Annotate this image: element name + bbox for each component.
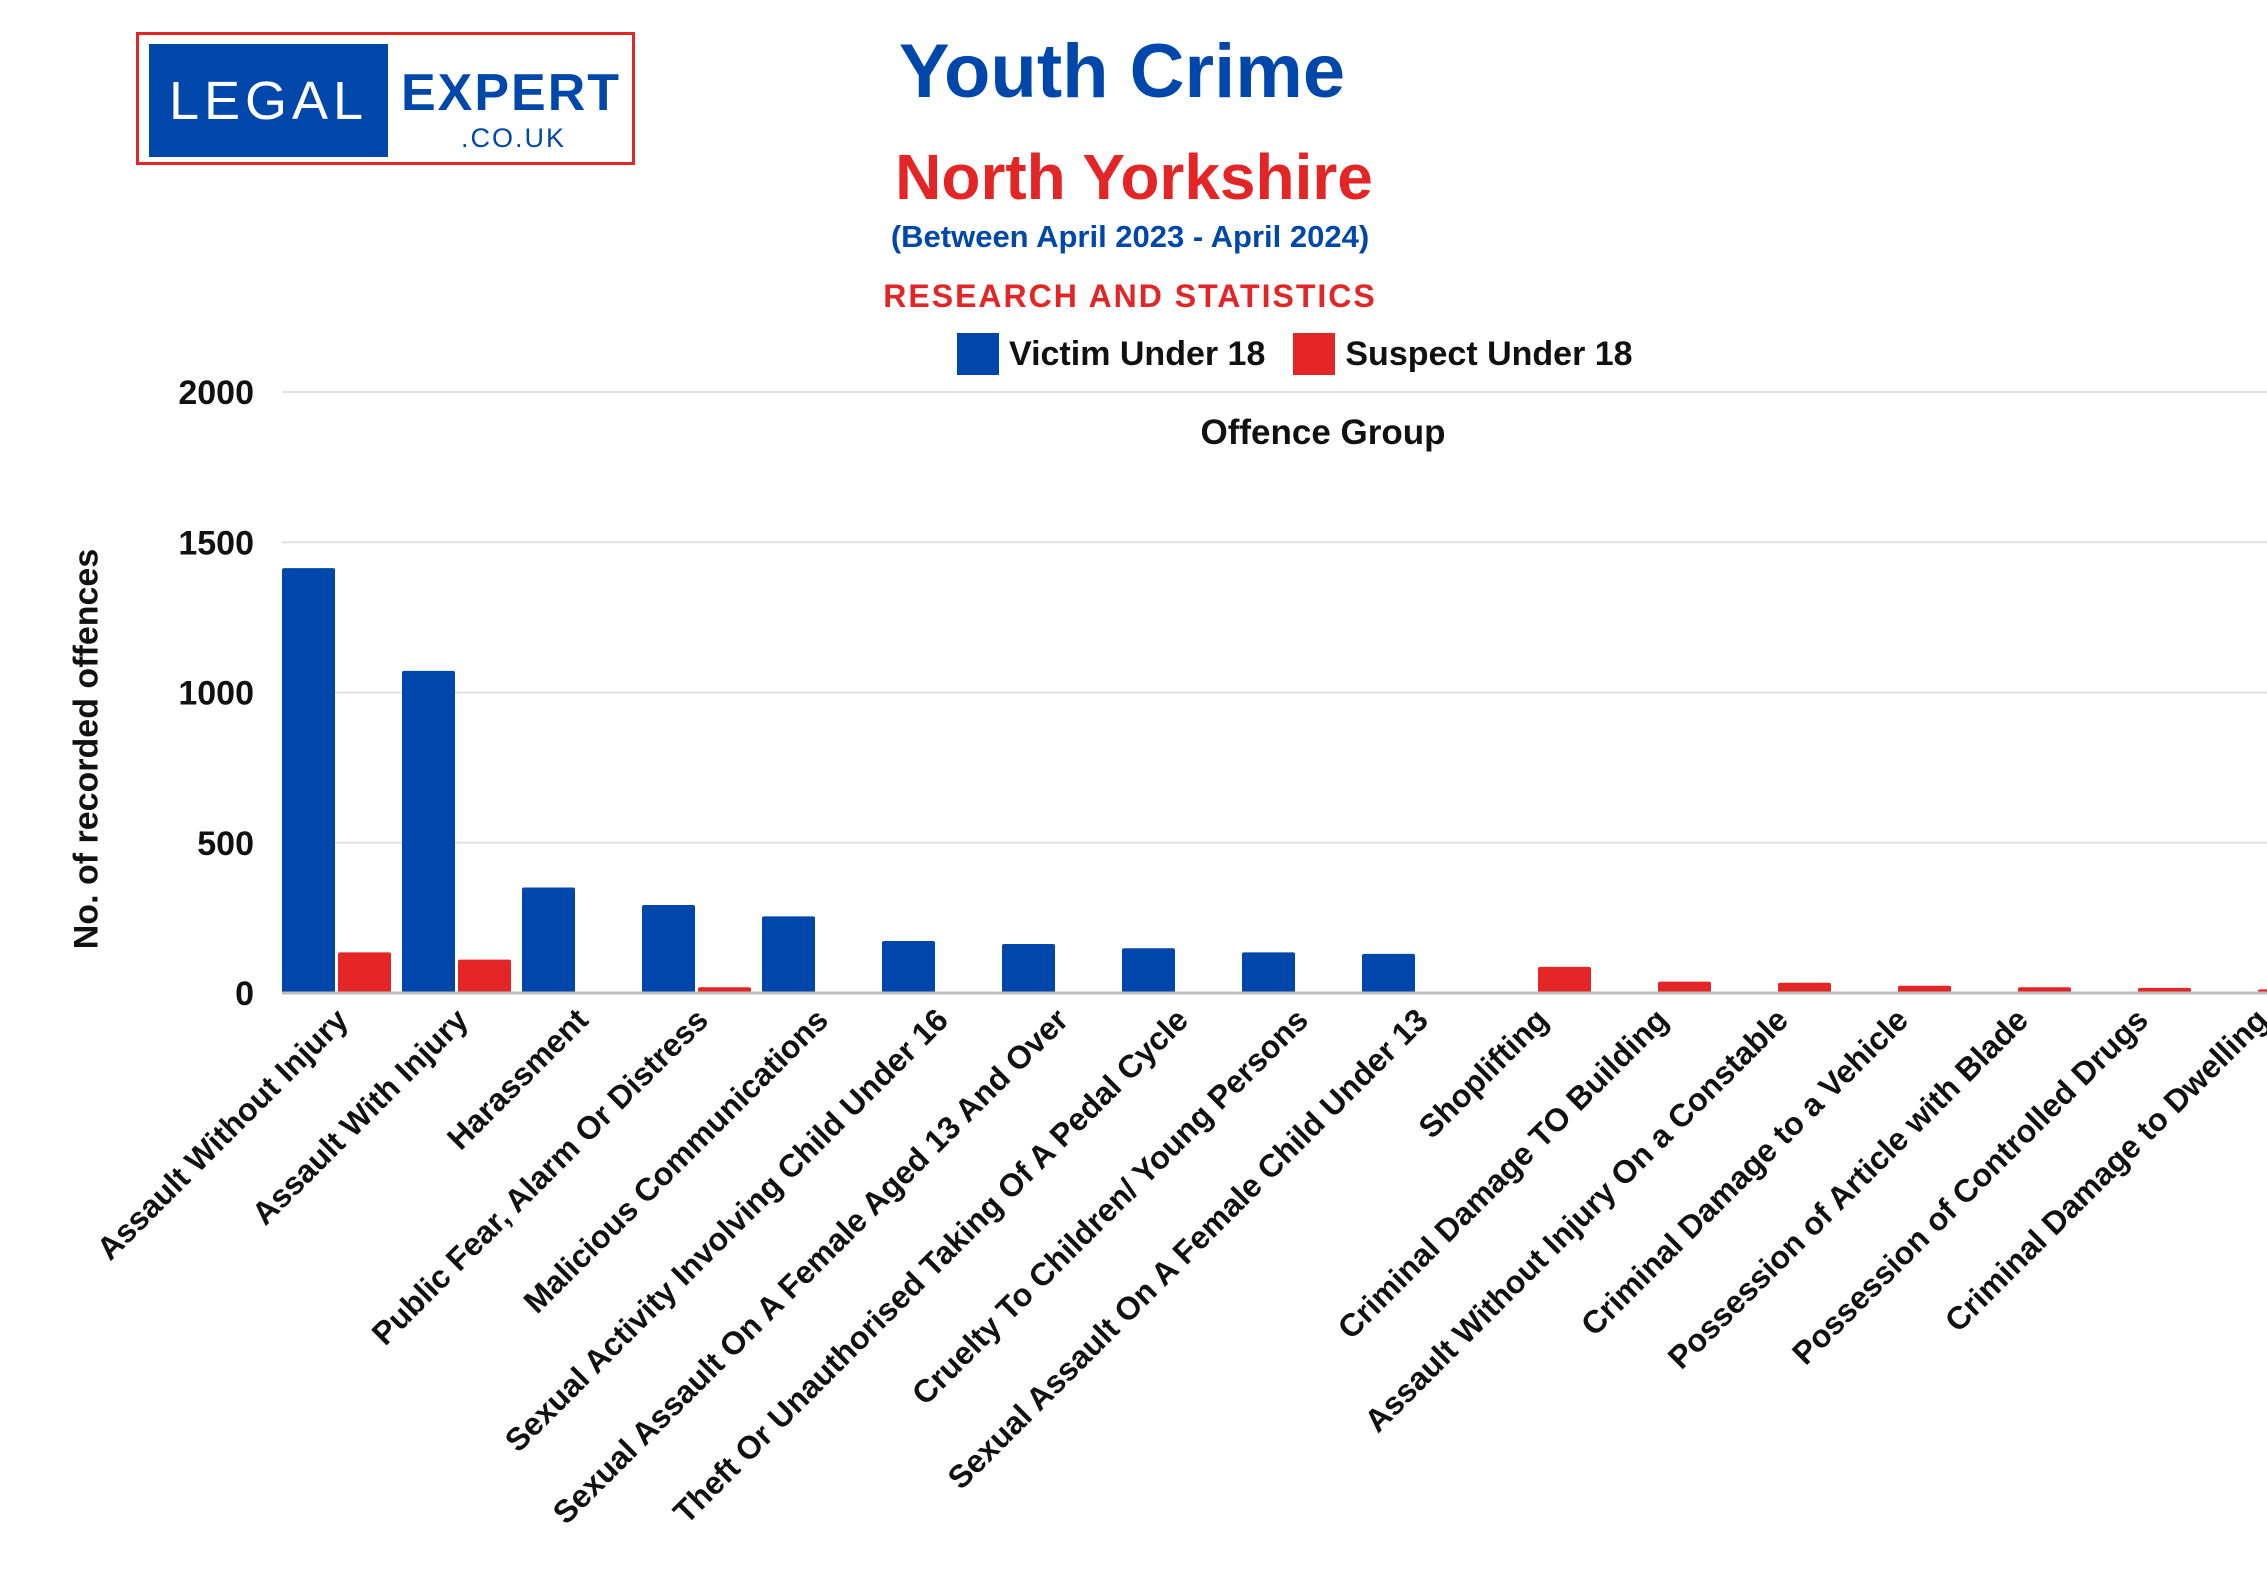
bar-victim <box>1002 944 1055 993</box>
bar-suspect <box>1898 985 1951 993</box>
bar-victim <box>882 941 935 993</box>
bar-victim <box>1362 953 1415 993</box>
legend-swatch-victim <box>957 333 999 375</box>
y-tick-label: 1000 <box>178 675 254 713</box>
legend-label-suspect: Suspect Under 18 <box>1345 334 1633 373</box>
bar-suspect <box>1778 982 1831 993</box>
bar-victim <box>282 568 335 993</box>
logo-domain-text: .CO.UK <box>461 123 567 153</box>
bar-suspect <box>1538 966 1591 993</box>
chart-title: Offence Group <box>1200 413 1445 452</box>
legend-swatch-suspect <box>1293 333 1336 375</box>
bar-victim <box>762 916 815 993</box>
research-tagline: RESEARCH AND STATISTICS <box>883 278 1377 314</box>
legend: Victim Under 18 Suspect Under 18 <box>957 333 1633 375</box>
x-tick-label: Sexual Activity Involving Child Under 16 <box>498 1001 955 1458</box>
legal-expert-logo: LEGAL EXPERT .CO.UK <box>136 32 635 165</box>
region-title: North Yorkshire <box>895 141 1373 213</box>
y-tick-label: 500 <box>197 825 254 863</box>
bar-suspect <box>458 959 511 993</box>
x-tick-label: Assault With Injury <box>245 1001 475 1231</box>
bar-victim <box>402 670 455 993</box>
x-tick-label: Assault Without Injury <box>90 1001 355 1266</box>
x-tick-label: Assault Without Injury On a Constable <box>1357 1001 1795 1439</box>
y-tick-label: 2000 <box>178 374 254 412</box>
chart-main-title: Youth Crime <box>898 29 1346 114</box>
logo-legal-block: LEGAL <box>149 44 388 157</box>
legend-label-victim: Victim Under 18 <box>1009 334 1266 373</box>
logo-expert-text: EXPERT <box>401 64 622 122</box>
bar-suspect <box>338 952 391 993</box>
y-tick-label: 0 <box>235 975 254 1013</box>
bar-victim <box>1122 948 1175 993</box>
bar-suspect <box>1658 981 1711 993</box>
bar-victim <box>1242 952 1295 993</box>
period-text: (Between April 2023 - April 2024) <box>890 219 1370 254</box>
bar-victim <box>642 904 695 993</box>
y-tick-label: 1500 <box>178 524 254 562</box>
bar-victim <box>522 887 575 993</box>
